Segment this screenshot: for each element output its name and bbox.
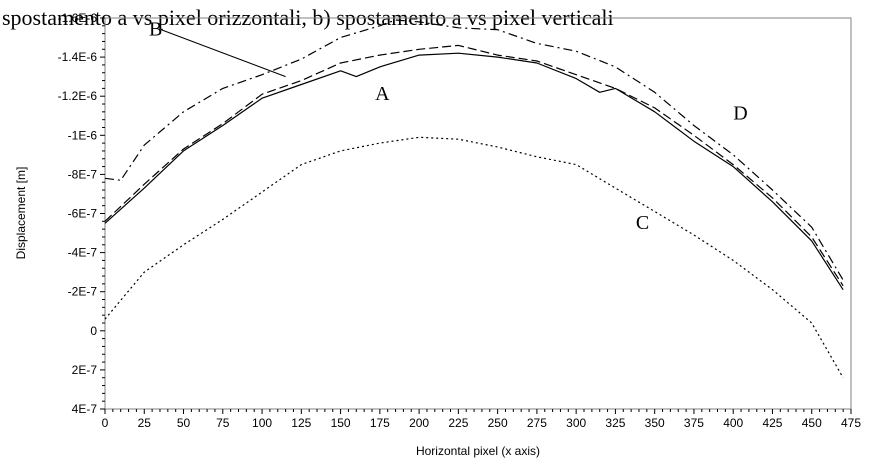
y-tick-label: 4E-7 [72,402,98,416]
x-tick-label: 300 [566,416,586,430]
x-tick-label: 450 [802,416,822,430]
curve-label-c: C [636,212,649,234]
x-tick-label: 50 [177,416,191,430]
y-axis-title: Displacement [m] [14,167,28,260]
series-line-b [104,19,844,281]
y-tick-label: -8E-7 [68,167,98,181]
x-axis-title: Horizontal pixel (x axis) [416,444,540,458]
series-line-d [104,44,844,287]
x-tick-label: 400 [723,416,743,430]
x-tick-label: 150 [331,416,351,430]
x-tick-label: 125 [291,416,311,430]
x-tick-label: 100 [252,416,272,430]
y-tick-label: -4E-7 [68,246,98,260]
y-tick-label: -1.2E-6 [58,89,98,103]
x-tick-label: 75 [216,416,230,430]
x-tick-label: 375 [684,416,704,430]
x-tick-label: 275 [527,416,547,430]
x-tick-label: 200 [409,416,429,430]
x-tick-label: 0 [102,416,109,430]
x-tick-label: 475 [841,416,861,430]
x-tick-label: 325 [605,416,625,430]
plot-frame [104,17,852,410]
x-tick-label: 350 [645,416,665,430]
y-tick-label: 2E-7 [72,363,98,377]
y-tick-label: -2E-7 [68,285,98,299]
x-tick-label: 175 [370,416,390,430]
series-line-c [104,136,844,378]
y-tick-label: -1.6E-6 [58,11,98,25]
y-tick-label: -1E-6 [68,128,98,142]
y-tick-label: -1.4E-6 [58,50,98,64]
series-line-a [104,52,844,291]
curve-label-a: A [375,83,390,105]
x-tick-label: 425 [762,416,782,430]
x-tick-label: 25 [138,416,152,430]
curve-label-b: B [149,19,162,41]
x-tick-label: 225 [448,416,468,430]
y-tick-label: 0 [90,324,97,338]
annotation-leader-b [160,29,286,78]
x-tick-label: 250 [488,416,508,430]
y-tick-label: -6E-7 [68,207,98,221]
curve-label-d: D [733,103,747,125]
